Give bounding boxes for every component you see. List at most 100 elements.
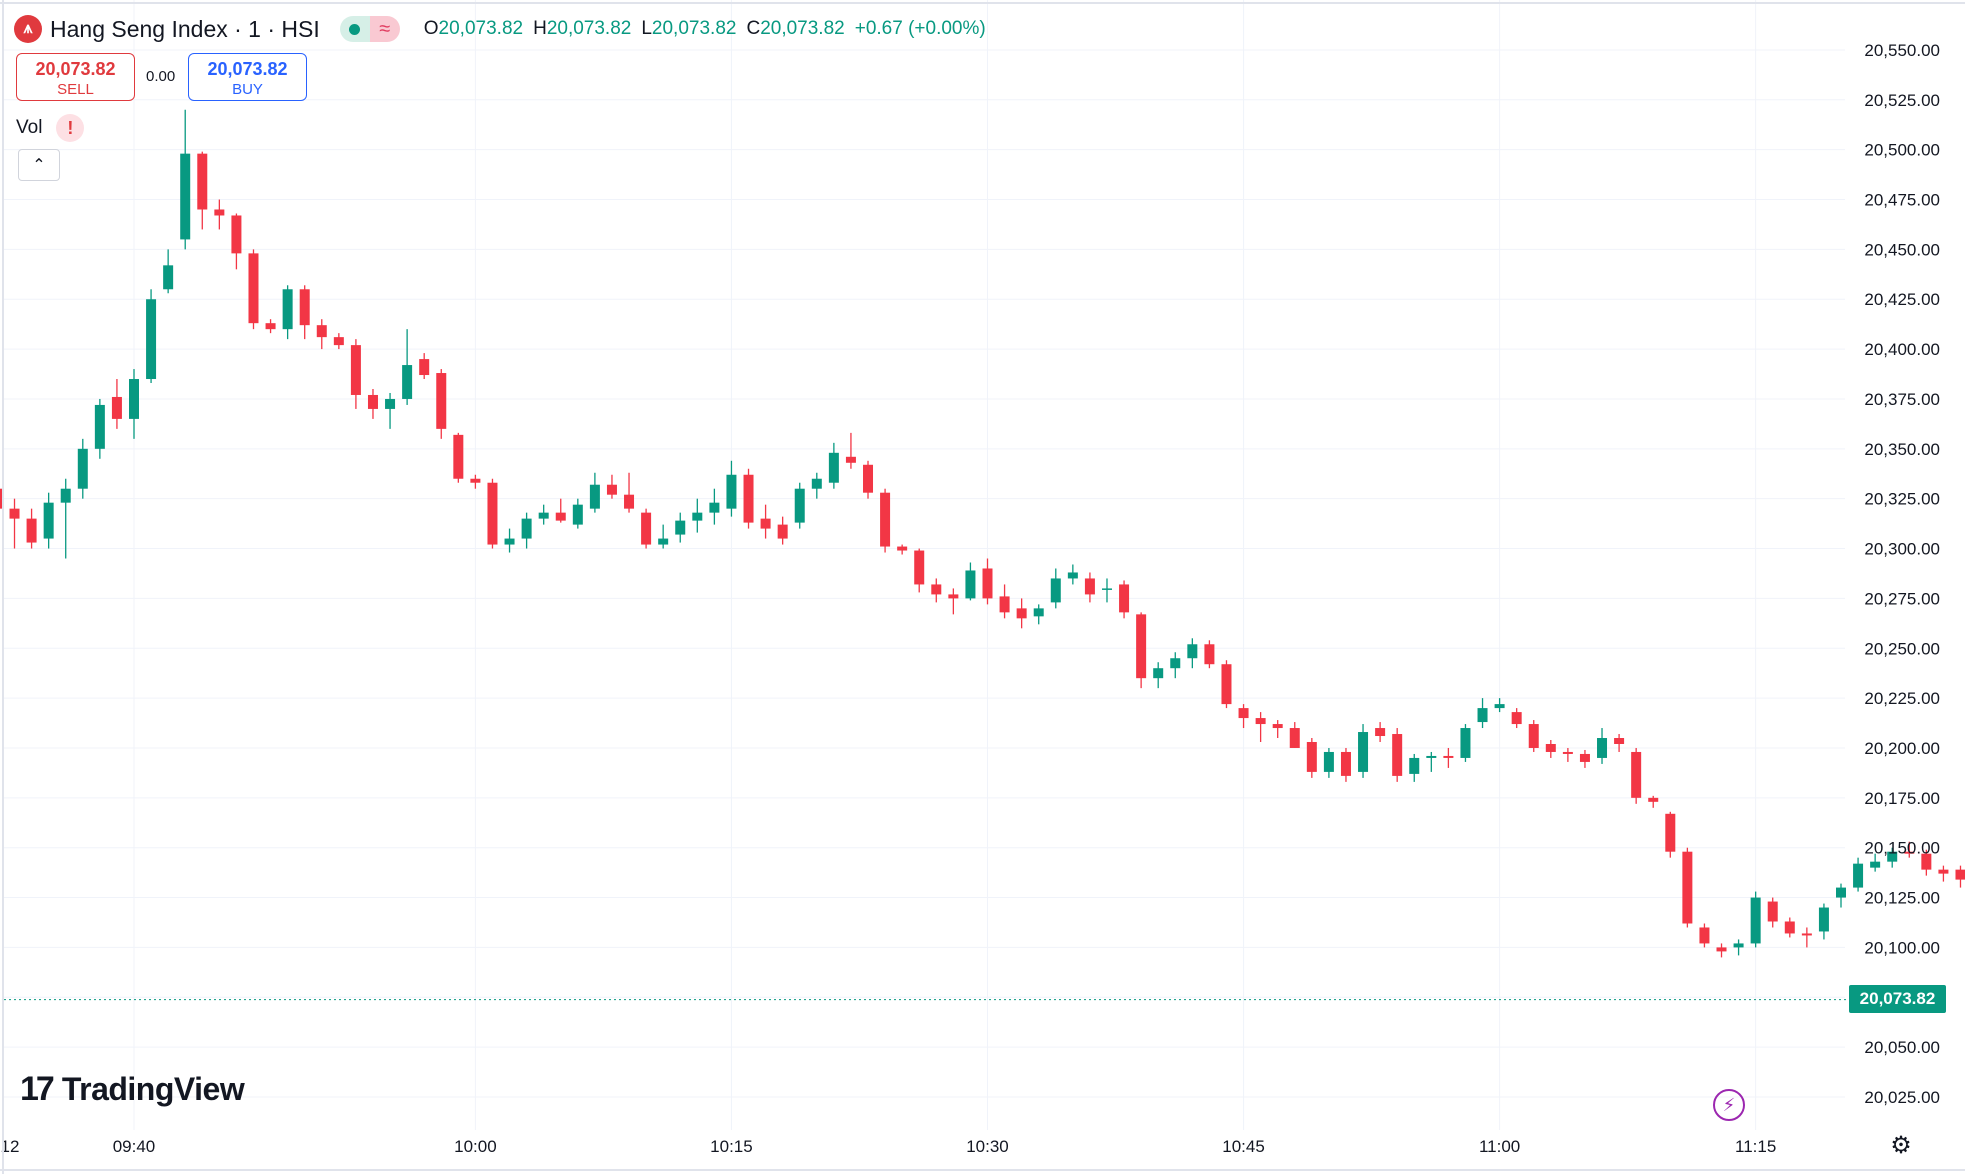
y-tick-label: 20,050.00 [1864,1038,1940,1057]
candle-body [129,379,139,419]
candle [863,460,874,499]
candle [111,379,122,429]
y-tick-label: 20,425.00 [1864,290,1940,309]
candle [1887,847,1898,868]
sell-price: 20,073.82 [35,59,116,79]
candle-body [1221,664,1232,705]
candle [9,498,20,549]
y-tick-label: 20,375.00 [1864,390,1940,409]
delayed-data-icon[interactable]: ≈ [369,16,400,42]
candle-body [487,482,498,545]
x-tick-label: 10:30 [966,1137,1009,1156]
candle-body [419,359,430,376]
candle [77,438,88,499]
candle [1255,712,1266,742]
market-open-dot-icon[interactable] [339,16,370,42]
candle-body [624,494,635,509]
candle-body [1887,851,1898,862]
candle [965,562,976,601]
buy-button[interactable]: 20,073.82 BUY [188,53,307,101]
candle [350,339,361,409]
candle-body [1460,728,1471,758]
candle-body [402,365,413,399]
candle-body [504,538,515,545]
candle [914,548,925,593]
candle [163,249,174,294]
candle [1836,883,1846,908]
candle-body [982,568,993,599]
candle-body [709,502,720,513]
candle [1358,724,1369,778]
candle [1426,751,1437,772]
candle [1528,720,1539,752]
symbol-title[interactable]: Hang Seng Index · 1 · HSI [50,15,320,42]
candle-body [1477,708,1488,723]
candle [726,460,737,517]
candle [521,512,532,549]
market-status[interactable]: ≈ [339,16,400,42]
y-tick-label: 20,350.00 [1864,440,1940,459]
candle [367,388,378,419]
spread-value: 0.00 [146,68,176,85]
candle [60,478,71,559]
candle [794,482,805,529]
candle [197,151,208,230]
lightning-icon[interactable]: ⚡ [1713,1089,1745,1121]
candle-body [828,452,839,483]
candle-body [675,520,686,535]
candle-body [897,546,908,551]
gear-icon[interactable]: ⚙ [1890,1131,1912,1159]
sell-button[interactable]: 20,073.82 SELL [16,53,135,101]
candle-body [1648,797,1659,802]
candle-body [880,492,891,547]
collapse-indicators-button[interactable]: ⌃ [18,149,60,181]
candle [1084,572,1095,603]
candle-body [1392,734,1403,776]
y-tick-label: 20,475.00 [1864,191,1940,210]
warning-icon[interactable]: ! [56,114,85,142]
x-tick-label: 11:15 [1735,1137,1776,1156]
grid [4,0,1845,1130]
candle [231,213,242,270]
candle [1921,849,1932,876]
candle [1545,740,1556,758]
candle-body [658,538,669,545]
candle-body [1443,755,1454,758]
candle-body [1545,743,1556,752]
y-tick-label: 20,125.00 [1864,889,1940,908]
candle-body [845,456,856,463]
candle [1648,795,1659,808]
candles [0,109,1965,958]
candle-body [589,484,600,509]
candle [1750,891,1761,948]
tradingview-logo[interactable]: 17 TradingView [20,1070,245,1109]
volume-label[interactable]: Vol [16,117,43,138]
candle [1904,841,1915,858]
y-tick-label: 20,275.00 [1864,589,1940,608]
candle [743,468,754,529]
candle [1119,580,1130,619]
candle-body [1682,851,1693,924]
candle [214,199,225,230]
current-price-label: 20,073.82 [1849,985,1946,1013]
candle [385,392,396,429]
candle [1853,857,1864,892]
candle-body [1323,751,1334,772]
y-tick-label: 20,450.00 [1864,240,1940,259]
ohlc-values: O20,073.82 H20,073.82 L20,073.82 C20,073… [424,18,986,40]
buy-price: 20,073.82 [207,59,288,79]
candle [1477,698,1488,729]
candle-body [692,512,703,521]
candle [487,478,498,549]
candle [845,432,856,469]
candle-body [1101,588,1112,590]
candle-body [1955,869,1965,880]
candle-body [197,153,208,210]
candle-body [1084,578,1095,595]
candle-body [1409,757,1420,774]
candle [1443,747,1454,768]
y-tick-label: 20,525.00 [1864,91,1940,110]
hang-seng-logo-icon: ⩚ [14,15,42,43]
